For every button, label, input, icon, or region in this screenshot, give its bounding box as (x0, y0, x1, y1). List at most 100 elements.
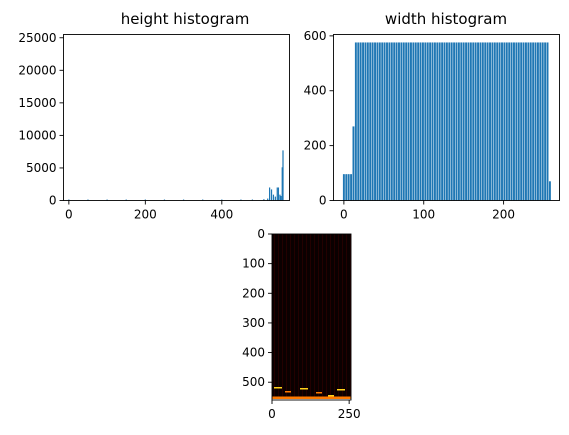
bar (270, 189, 273, 201)
image-highlight (328, 395, 334, 397)
y-tick-label: 300 (242, 316, 265, 330)
bar (87, 199, 89, 201)
x-tick-label: 200 (134, 208, 157, 222)
bar (390, 42, 393, 201)
image-ticks: 0 100 200 300 400 500 0 250 (242, 227, 361, 421)
bar (438, 42, 441, 201)
bar (272, 194, 275, 201)
bar (417, 42, 420, 201)
bar (383, 42, 386, 201)
bar (433, 42, 436, 201)
x-tick-label: 0 (340, 208, 348, 222)
bar (426, 42, 429, 201)
y-tick-label: 500 (242, 375, 265, 389)
bar (280, 195, 282, 201)
image-stripe (342, 234, 343, 400)
bar (510, 42, 513, 201)
bar (106, 199, 108, 201)
bar (522, 42, 525, 201)
bar (498, 42, 501, 201)
bar (221, 199, 223, 201)
x-tick-label: 0 (65, 208, 73, 222)
bar (472, 42, 475, 201)
bar (362, 42, 365, 201)
bar (364, 42, 367, 201)
y-tick-label: 20000 (18, 63, 56, 77)
bar (515, 42, 518, 201)
bar (424, 42, 427, 201)
bar (460, 42, 463, 201)
image-stripe (318, 234, 319, 400)
bar (378, 42, 381, 201)
height-histogram-title: height histogram (121, 10, 250, 28)
bar (474, 42, 477, 201)
bar (381, 42, 384, 201)
bar (462, 42, 465, 201)
bar (443, 42, 446, 201)
image-bottom-edge (272, 399, 351, 400)
image-background (272, 234, 351, 400)
image-stripe (314, 234, 315, 400)
bar (395, 42, 398, 201)
bar (448, 42, 451, 201)
bar (412, 42, 415, 201)
bar (445, 42, 448, 201)
bar (274, 196, 276, 201)
bar (342, 174, 345, 201)
bar (539, 42, 542, 201)
bar (489, 42, 491, 201)
bar (400, 42, 403, 201)
image-stripes (274, 234, 351, 400)
y-tick-label: 5000 (26, 161, 57, 175)
width-histogram-chart: width histogram 0 100 200 0 200 400 600 (304, 10, 560, 222)
bar (277, 187, 280, 201)
image-stripe (286, 234, 287, 400)
image-stripe (322, 234, 323, 400)
bar (371, 42, 374, 201)
bar (240, 199, 242, 201)
width-histogram-title: width histogram (385, 10, 507, 28)
y-tick-label: 25000 (18, 31, 56, 45)
height-histogram-frame (63, 34, 290, 201)
bar (144, 199, 146, 201)
width-histogram-frame (333, 34, 560, 201)
image-stripe (334, 234, 335, 400)
image-bottom-band (272, 396, 351, 399)
x-tick-label: 0 (268, 407, 276, 421)
bar (481, 42, 484, 201)
image-highlight (316, 392, 322, 394)
y-tick-label: 0 (49, 194, 57, 208)
bar (525, 42, 527, 201)
bar (374, 42, 376, 201)
image-stripe (346, 234, 347, 400)
bar (503, 42, 506, 201)
image-stripe (330, 234, 331, 400)
bar (388, 42, 391, 201)
image-stripe (326, 234, 327, 400)
bar (529, 42, 532, 201)
image-highlight (274, 387, 282, 389)
bar (548, 181, 551, 201)
y-tick-label: 15000 (18, 96, 56, 110)
bar (527, 42, 530, 201)
bar (359, 42, 362, 201)
bar (405, 42, 408, 201)
bar (276, 187, 278, 201)
y-tick-label: 100 (242, 257, 265, 271)
bar (414, 42, 417, 201)
bar (546, 42, 549, 201)
bar (431, 42, 434, 201)
bar (352, 126, 355, 201)
bar (163, 199, 166, 201)
image-marks (272, 387, 351, 400)
bar (366, 42, 369, 201)
bar (279, 194, 281, 201)
bar (386, 42, 388, 201)
bar (68, 199, 70, 201)
image-stripe (302, 234, 303, 400)
image-stripe (294, 234, 295, 400)
image-stripe (282, 234, 283, 400)
image-stripe (274, 234, 275, 400)
bar (376, 42, 379, 201)
